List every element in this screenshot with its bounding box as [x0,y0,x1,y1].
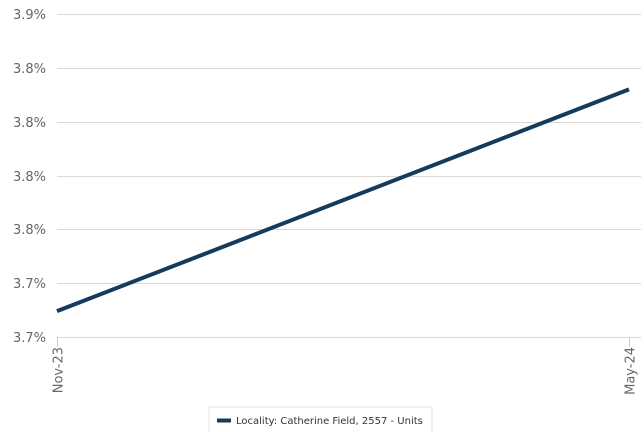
legend-box [208,406,433,432]
x-tick-label: Nov-23 [52,347,67,393]
y-axis: 3.7% 3.7% 3.8% 3.8% 3.8% 3.8% 3.9% [13,8,46,346]
y-tick-label: 3.8% [13,170,46,185]
grid-lines [57,14,641,338]
y-tick-label: 3.7% [13,331,46,346]
y-tick-label: 3.8% [13,62,46,77]
series-line [56,87,630,314]
y-tick-label: 3.9% [13,8,46,23]
y-tick-label: 3.7% [13,277,46,292]
x-axis: Nov-23 May-24 [52,337,639,395]
legend-label: Locality: Catherine Field, 2557 - Units [236,416,423,427]
x-tick-label: May-24 [624,347,639,395]
legend[interactable]: Locality: Catherine Field, 2557 - Units [208,406,433,432]
y-tick-label: 3.8% [13,116,46,131]
series-layer [56,87,630,314]
y-tick-label: 3.8% [13,223,46,238]
